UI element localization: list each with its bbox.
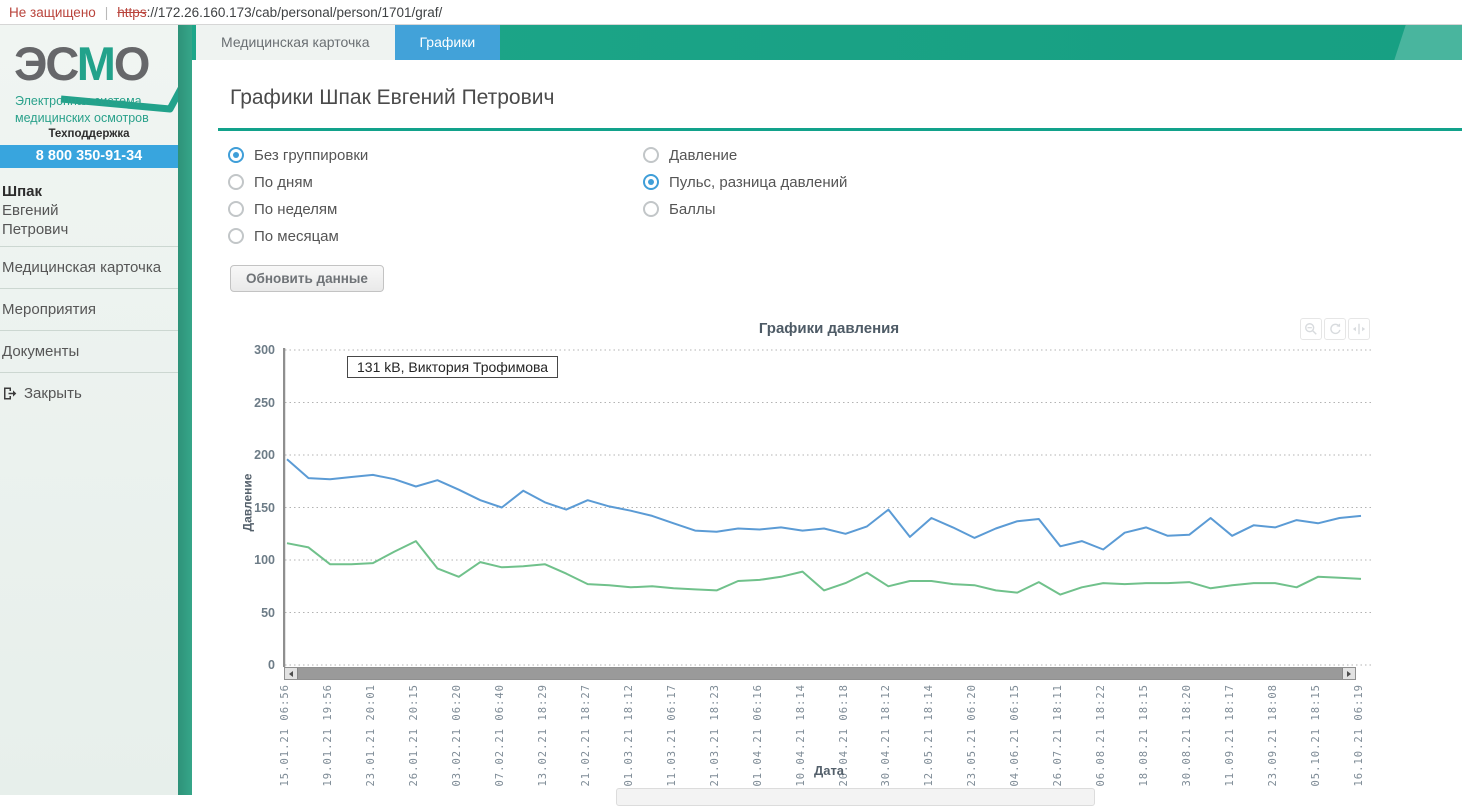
tab-bar: Медицинская карточкаГрафики [192, 25, 1462, 60]
logo-subtitle-2: медицинских осмотров [15, 110, 175, 127]
radio-label: Баллы [669, 201, 715, 218]
radio-no-grouping-circle[interactable] [228, 147, 244, 163]
radio-by-months[interactable]: По месяцам [228, 226, 339, 246]
separator: | [105, 5, 109, 20]
scroll-right-arrow-icon[interactable] [1343, 668, 1355, 679]
menu-item-label: Документы [2, 343, 79, 360]
sidebar-menu: Медицинская карточка Мероприятия Документы… [0, 246, 178, 414]
pan-icon[interactable] [1348, 318, 1370, 340]
page-title: Графики Шпак Евгений Петрович [230, 86, 554, 110]
url-text: ://172.26.160.173/cab/personal/person/17… [147, 5, 443, 20]
radio-pulse-pressure-diff-circle[interactable] [643, 174, 659, 190]
y-tick-300: 300 [241, 342, 275, 358]
radio-scores-circle[interactable] [643, 201, 659, 217]
sidebar-accent-strip [178, 25, 192, 795]
security-warning: Не защищено [9, 5, 96, 20]
radio-label: По неделям [254, 201, 337, 218]
url-protocol: https [117, 5, 146, 20]
browser-address-bar[interactable]: Не защищено | https ://172.26.160.173/ca… [0, 0, 1462, 25]
tab-graphs[interactable]: Графики [395, 25, 501, 60]
scroll-left-arrow-icon[interactable] [285, 668, 297, 679]
radio-label: Без группировки [254, 147, 368, 164]
radio-scores[interactable]: Баллы [643, 199, 715, 219]
x-axis-label: Дата [283, 763, 1375, 778]
legend-box-partial [616, 788, 1095, 806]
zoom-out-icon[interactable] [1300, 318, 1322, 340]
patient-middle-name: Петрович [2, 220, 68, 239]
radio-by-days-circle[interactable] [228, 174, 244, 190]
menu-item-label: Медицинская карточка [2, 259, 161, 276]
tab-medical-card[interactable]: Медицинская карточка [196, 25, 395, 60]
sidebar: ЭСМО Электронная система медицинских осм… [0, 25, 178, 795]
pressure-line-chart[interactable] [283, 348, 1375, 668]
chart-toolbar [1300, 318, 1370, 340]
chart-title: Графики давления [283, 320, 1375, 337]
radio-pulse-pressure-diff[interactable]: Пульс, разница давлений [643, 172, 847, 192]
radio-by-months-circle[interactable] [228, 228, 244, 244]
radio-label: Давление [669, 147, 737, 164]
patient-name: Шпак Евгений Петрович [2, 182, 68, 239]
y-tick-250: 250 [241, 395, 275, 411]
radio-pressure-circle[interactable] [643, 147, 659, 163]
radio-no-grouping[interactable]: Без группировки [228, 145, 368, 165]
refresh-data-button[interactable]: Обновить данные [230, 265, 384, 292]
patient-last-name: Шпак [2, 182, 68, 201]
patient-first-name: Евгений [2, 201, 68, 220]
radio-label: По дням [254, 174, 313, 191]
sidebar-item-events[interactable]: Мероприятия [0, 288, 178, 330]
radio-by-weeks[interactable]: По неделям [228, 199, 337, 219]
radio-by-days[interactable]: По дням [228, 172, 313, 192]
menu-item-label: Закрыть [24, 385, 82, 402]
support-phone: 8 800 350-91-34 [0, 145, 178, 168]
line-lower-pressure-green [287, 541, 1361, 595]
radio-label: По месяцам [254, 228, 339, 245]
sidebar-item-close[interactable]: Закрыть [0, 372, 178, 414]
radio-pressure[interactable]: Давление [643, 145, 737, 165]
y-tick-50: 50 [241, 605, 275, 621]
scrollbar-thumb[interactable] [297, 668, 1343, 679]
support-label: Техподдержка [0, 128, 178, 140]
title-underline [218, 128, 1462, 131]
logo-subtitle-1: Электронная система [15, 93, 175, 110]
sidebar-item-documents[interactable]: Документы [0, 330, 178, 372]
y-axis-label: Давление [241, 443, 256, 563]
menu-item-label: Мероприятия [2, 301, 96, 318]
exit-icon [2, 386, 17, 401]
esmo-logo: ЭСМО [14, 31, 174, 101]
y-tick-0: 0 [241, 657, 275, 673]
reset-icon[interactable] [1324, 318, 1346, 340]
radio-label: Пульс, разница давлений [669, 174, 847, 191]
sidebar-item-medical-card[interactable]: Медицинская карточка [0, 246, 178, 288]
chart-horizontal-scrollbar[interactable] [284, 667, 1356, 680]
radio-by-weeks-circle[interactable] [228, 201, 244, 217]
line-upper-pressure-blue [287, 459, 1361, 549]
